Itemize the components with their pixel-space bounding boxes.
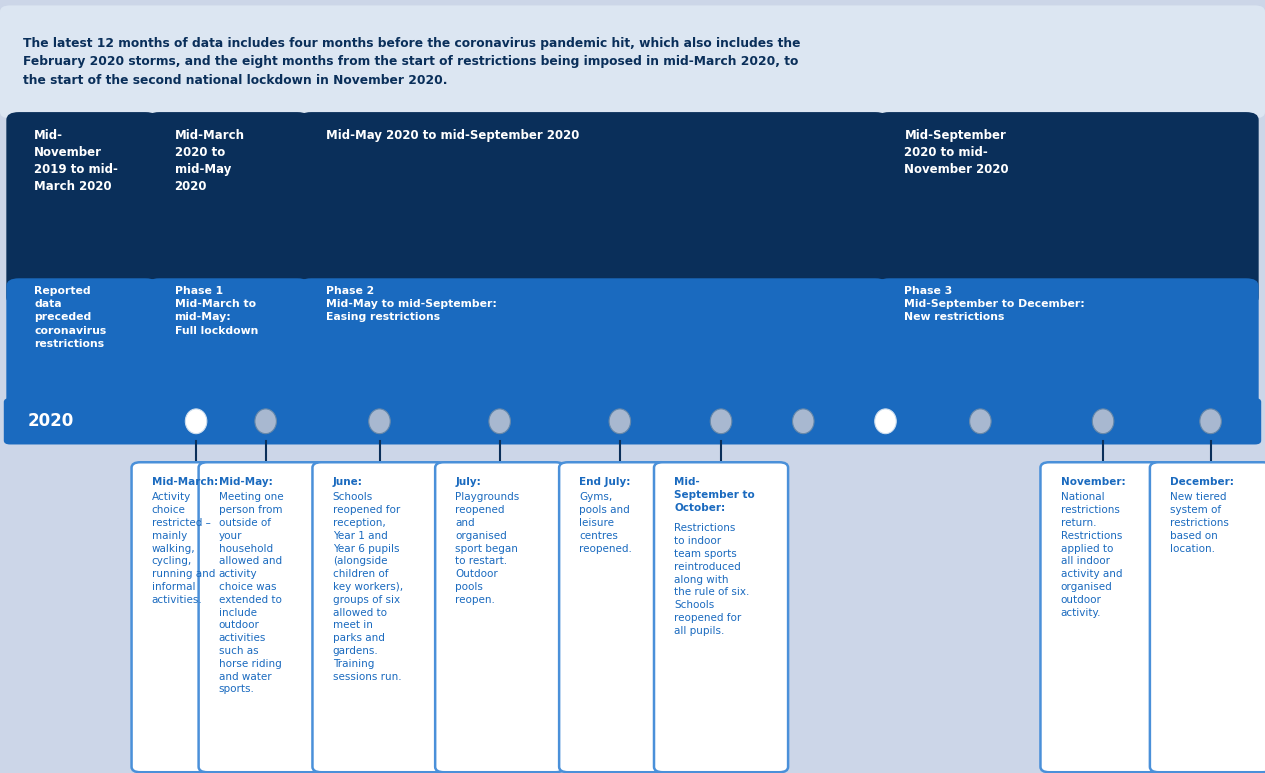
FancyBboxPatch shape [1150,462,1265,772]
FancyBboxPatch shape [299,112,888,305]
Ellipse shape [874,409,896,434]
Text: Mid-May:: Mid-May: [219,477,272,487]
FancyBboxPatch shape [654,462,788,772]
FancyBboxPatch shape [6,278,158,414]
FancyBboxPatch shape [312,462,447,772]
Text: Reported
data
preceded
coronavirus
restrictions: Reported data preceded coronavirus restr… [34,286,106,349]
Text: Mid-September
2020 to mid-
November 2020: Mid-September 2020 to mid- November 2020 [904,129,1009,176]
Bar [889,284,1246,296]
FancyBboxPatch shape [132,462,261,772]
Ellipse shape [1199,409,1222,434]
Text: Activity
choice
restricted –
mainly
walking,
cycling,
running and
informal
activ: Activity choice restricted – mainly walk… [152,492,215,604]
Ellipse shape [792,409,815,434]
Ellipse shape [254,409,276,434]
FancyBboxPatch shape [6,112,158,305]
Text: Phase 1
Mid-March to
mid-May:
Full lockdown: Phase 1 Mid-March to mid-May: Full lockd… [175,286,258,335]
FancyBboxPatch shape [559,462,681,772]
Bar [889,282,1246,294]
Ellipse shape [1092,409,1113,434]
Bar [159,284,297,296]
FancyBboxPatch shape [0,5,1265,118]
Text: December:: December: [1170,477,1233,487]
FancyBboxPatch shape [877,112,1259,305]
FancyBboxPatch shape [147,278,310,414]
Text: Meeting one
person from
outside of
your
household
allowed and
activity
choice wa: Meeting one person from outside of your … [219,492,283,694]
FancyBboxPatch shape [4,398,1261,444]
Bar [19,282,145,294]
FancyBboxPatch shape [299,278,888,414]
Text: Mid-
September to
October:: Mid- September to October: [674,477,755,512]
Ellipse shape [185,409,206,434]
FancyBboxPatch shape [877,278,1259,414]
Ellipse shape [369,409,391,434]
Text: The latest 12 months of data includes four months before the coronavirus pandemi: The latest 12 months of data includes fo… [23,37,801,87]
FancyBboxPatch shape [1040,462,1166,772]
Bar [311,284,875,296]
Text: November:: November: [1060,477,1126,487]
Bar [159,282,297,294]
Text: Playgrounds
reopened
and
organised
sport began
to restart.
Outdoor
pools
reopen.: Playgrounds reopened and organised sport… [455,492,520,604]
Bar [311,282,875,294]
Text: July:: July: [455,477,481,487]
FancyBboxPatch shape [435,462,564,772]
Text: Schools
reopened for
reception,
Year 1 and
Year 6 pupils
(alongside
children of
: Schools reopened for reception, Year 1 a… [333,492,402,682]
Text: Phase 2
Mid-May to mid-September:
Easing restrictions: Phase 2 Mid-May to mid-September: Easing… [326,286,497,322]
Text: Phase 3
Mid-September to December:
New restrictions: Phase 3 Mid-September to December: New r… [904,286,1085,322]
Text: Mid-May 2020 to mid-September 2020: Mid-May 2020 to mid-September 2020 [326,129,579,142]
Text: June:: June: [333,477,363,487]
Text: 2020: 2020 [28,412,75,431]
Text: Mid-March:: Mid-March: [152,477,218,487]
Text: Restrictions
to indoor
team sports
reintroduced
along with
the rule of six.
Scho: Restrictions to indoor team sports reint… [674,523,750,635]
Text: National
restrictions
return.
Restrictions
applied to
all indoor
activity and
or: National restrictions return. Restrictio… [1060,492,1122,618]
Ellipse shape [488,409,511,434]
Text: Mid-March
2020 to
mid-May
2020: Mid-March 2020 to mid-May 2020 [175,129,244,193]
Text: Gyms,
pools and
leisure
centres
reopened.: Gyms, pools and leisure centres reopened… [579,492,632,553]
Ellipse shape [610,409,631,434]
Ellipse shape [710,409,731,434]
Text: New tiered
system of
restrictions
based on
location.: New tiered system of restrictions based … [1170,492,1230,553]
FancyBboxPatch shape [199,462,333,772]
FancyBboxPatch shape [147,112,310,305]
Text: End July:: End July: [579,477,631,487]
Bar [19,284,145,296]
Ellipse shape [969,409,992,434]
Text: Mid-
November
2019 to mid-
March 2020: Mid- November 2019 to mid- March 2020 [34,129,118,193]
